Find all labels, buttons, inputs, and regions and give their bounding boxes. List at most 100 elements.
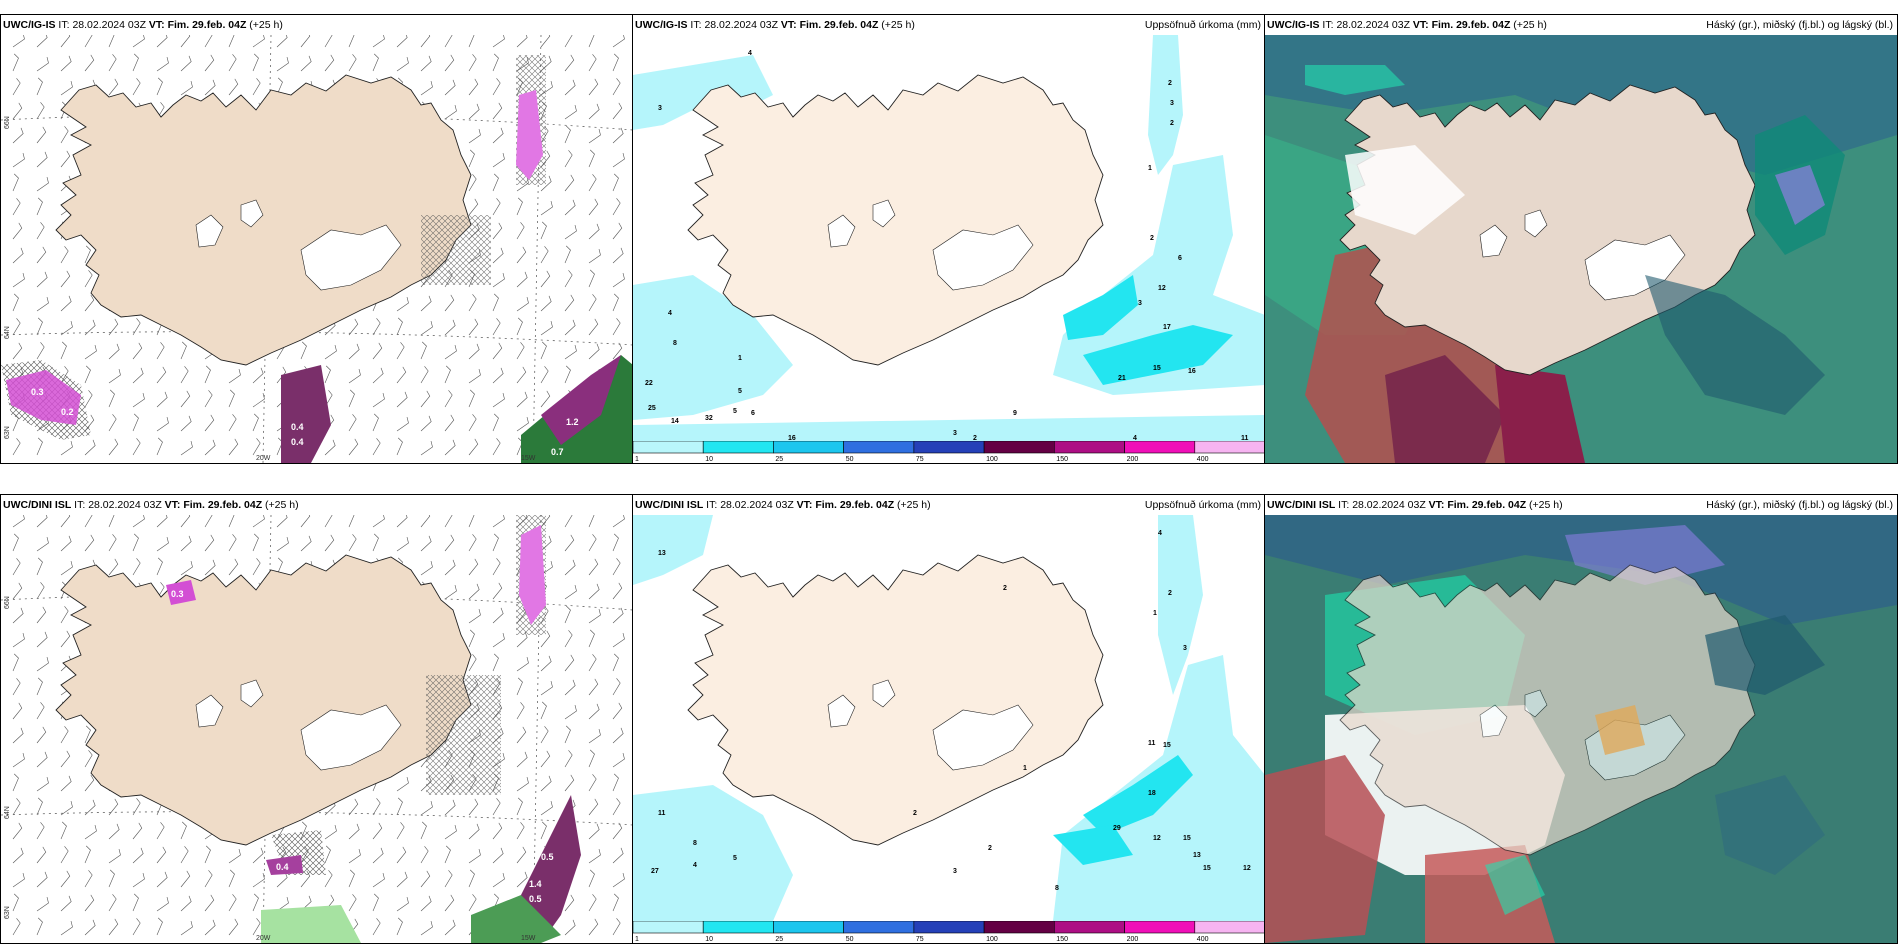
wind-barb (348, 389, 355, 408)
wind-barb (468, 129, 481, 144)
wind-barb (84, 894, 95, 912)
wind-barb (420, 321, 433, 336)
wind-barb (468, 583, 480, 600)
wind-barb (372, 367, 384, 384)
wind-barb (36, 582, 45, 600)
wind-barb (108, 369, 121, 384)
wind-barb (444, 345, 457, 360)
wind-barb (228, 849, 241, 864)
wind-barb (468, 294, 477, 312)
wind-barb (84, 845, 91, 864)
wind-barb (12, 198, 21, 216)
wind-barb (540, 701, 547, 720)
wind-barb (588, 774, 597, 792)
wind-barb (564, 679, 576, 696)
legend-swatch (633, 441, 704, 454)
wind-barb (180, 535, 192, 552)
wind-barb (468, 629, 475, 648)
wind-barb (540, 390, 551, 408)
wind-barb (420, 801, 433, 816)
wind-barb (84, 35, 93, 48)
wind-barb (444, 35, 453, 48)
legend-swatch (1124, 921, 1196, 934)
panel-header: UWC/IG-IS IT: 28.02.2024 03Z VT: Fim. 29… (633, 15, 1265, 35)
legend-tick: 10 (705, 456, 713, 463)
wind-barb (324, 439, 336, 456)
wind-barb (588, 629, 595, 648)
wind-barb (252, 438, 261, 456)
wind-barb (492, 582, 503, 600)
wind-value: 1.4 (529, 879, 542, 889)
wind-barb (564, 919, 576, 936)
lead-time: (+25 h) (265, 499, 299, 511)
wind-map-panel: UWC/DINI ISL IT: 28.02.2024 03Z VT: Fim.… (0, 494, 634, 944)
wind-barb (540, 341, 547, 360)
wind-barb (540, 201, 553, 216)
wind-barb (612, 515, 625, 528)
precip-value: 8 (1055, 885, 1059, 892)
wind-barb (492, 198, 501, 216)
wind-barb (60, 561, 73, 576)
wind-barb (204, 35, 213, 48)
wind-barb (444, 105, 457, 120)
wind-barb (60, 726, 69, 744)
legend-swatch (983, 441, 1055, 454)
vt-label: VT: (164, 499, 181, 511)
wind-barb (132, 847, 144, 864)
precip-value: 8 (693, 840, 697, 847)
wind-barb (372, 393, 385, 408)
wind-barb (108, 414, 117, 432)
cloud-map-panel: UWC/DINI ISL IT: 28.02.2024 03Z VT: Fim.… (1264, 494, 1898, 944)
wind-barb (540, 221, 547, 240)
wind-barb (612, 342, 623, 360)
wind-map: 0.4 0.4 0.2 0.3 1.2 0.7 66N 64N 63N 20W … (1, 35, 633, 463)
wind-barb (588, 558, 599, 576)
wind-map: 0.3 0.4 0.5 1.4 0.5 66N 64N 63N 20W 15W (1, 515, 633, 943)
legend-tick: 400 (1197, 936, 1209, 943)
wind-barb (60, 895, 72, 912)
it-value: 28.02.2024 03Z (704, 19, 778, 31)
wind-barb (12, 753, 25, 768)
wind-barb (492, 798, 501, 816)
wind-barb (612, 247, 624, 264)
wind-barb (444, 79, 456, 96)
wind-barb (372, 873, 385, 888)
panel-header: UWC/DINI ISL IT: 28.02.2024 03Z VT: Fim.… (1265, 495, 1897, 515)
precip-legend: 1 10 25 50 75 100 150 200 400 (633, 441, 1265, 463)
wind-barb (84, 799, 96, 816)
wind-barb (300, 341, 307, 360)
wind-barb (12, 78, 21, 96)
precip-value: 3 (953, 430, 957, 437)
wind-barb (204, 845, 211, 864)
wind-barb (516, 702, 525, 720)
wind-barb (588, 343, 600, 360)
wind-barb (252, 847, 264, 864)
wind-barb (276, 35, 288, 48)
wind-barb (348, 894, 357, 912)
panel-header: UWC/IG-IS IT: 28.02.2024 03Z VT: Fim. 29… (1, 15, 633, 35)
wind-barb (276, 897, 289, 912)
wind-barb (516, 197, 523, 216)
wind-barb (444, 825, 457, 840)
wind-barb (492, 413, 499, 432)
wind-barb (324, 825, 337, 840)
wind-barb (12, 582, 23, 600)
wind-barb (612, 653, 619, 672)
precip-value: 6 (1178, 255, 1182, 262)
wind-barb (156, 871, 168, 888)
wind-barb (180, 561, 193, 576)
wind-barb (36, 77, 43, 96)
wind-barb (36, 631, 48, 648)
wind-barb (180, 441, 193, 456)
wind-barb (60, 295, 72, 312)
wind-barb (228, 35, 235, 48)
wind-barb (468, 54, 477, 72)
wind-barb (420, 515, 431, 528)
wind-barb (84, 870, 93, 888)
wind-barb (564, 705, 577, 720)
precip-map: 13 4 2 1 2 3 11 15 1 18 29 12 15 13 15 1… (633, 515, 1265, 921)
wind-barb (492, 438, 501, 456)
wind-barb (492, 78, 501, 96)
wind-barb (84, 534, 95, 552)
wind-barb (396, 515, 408, 528)
